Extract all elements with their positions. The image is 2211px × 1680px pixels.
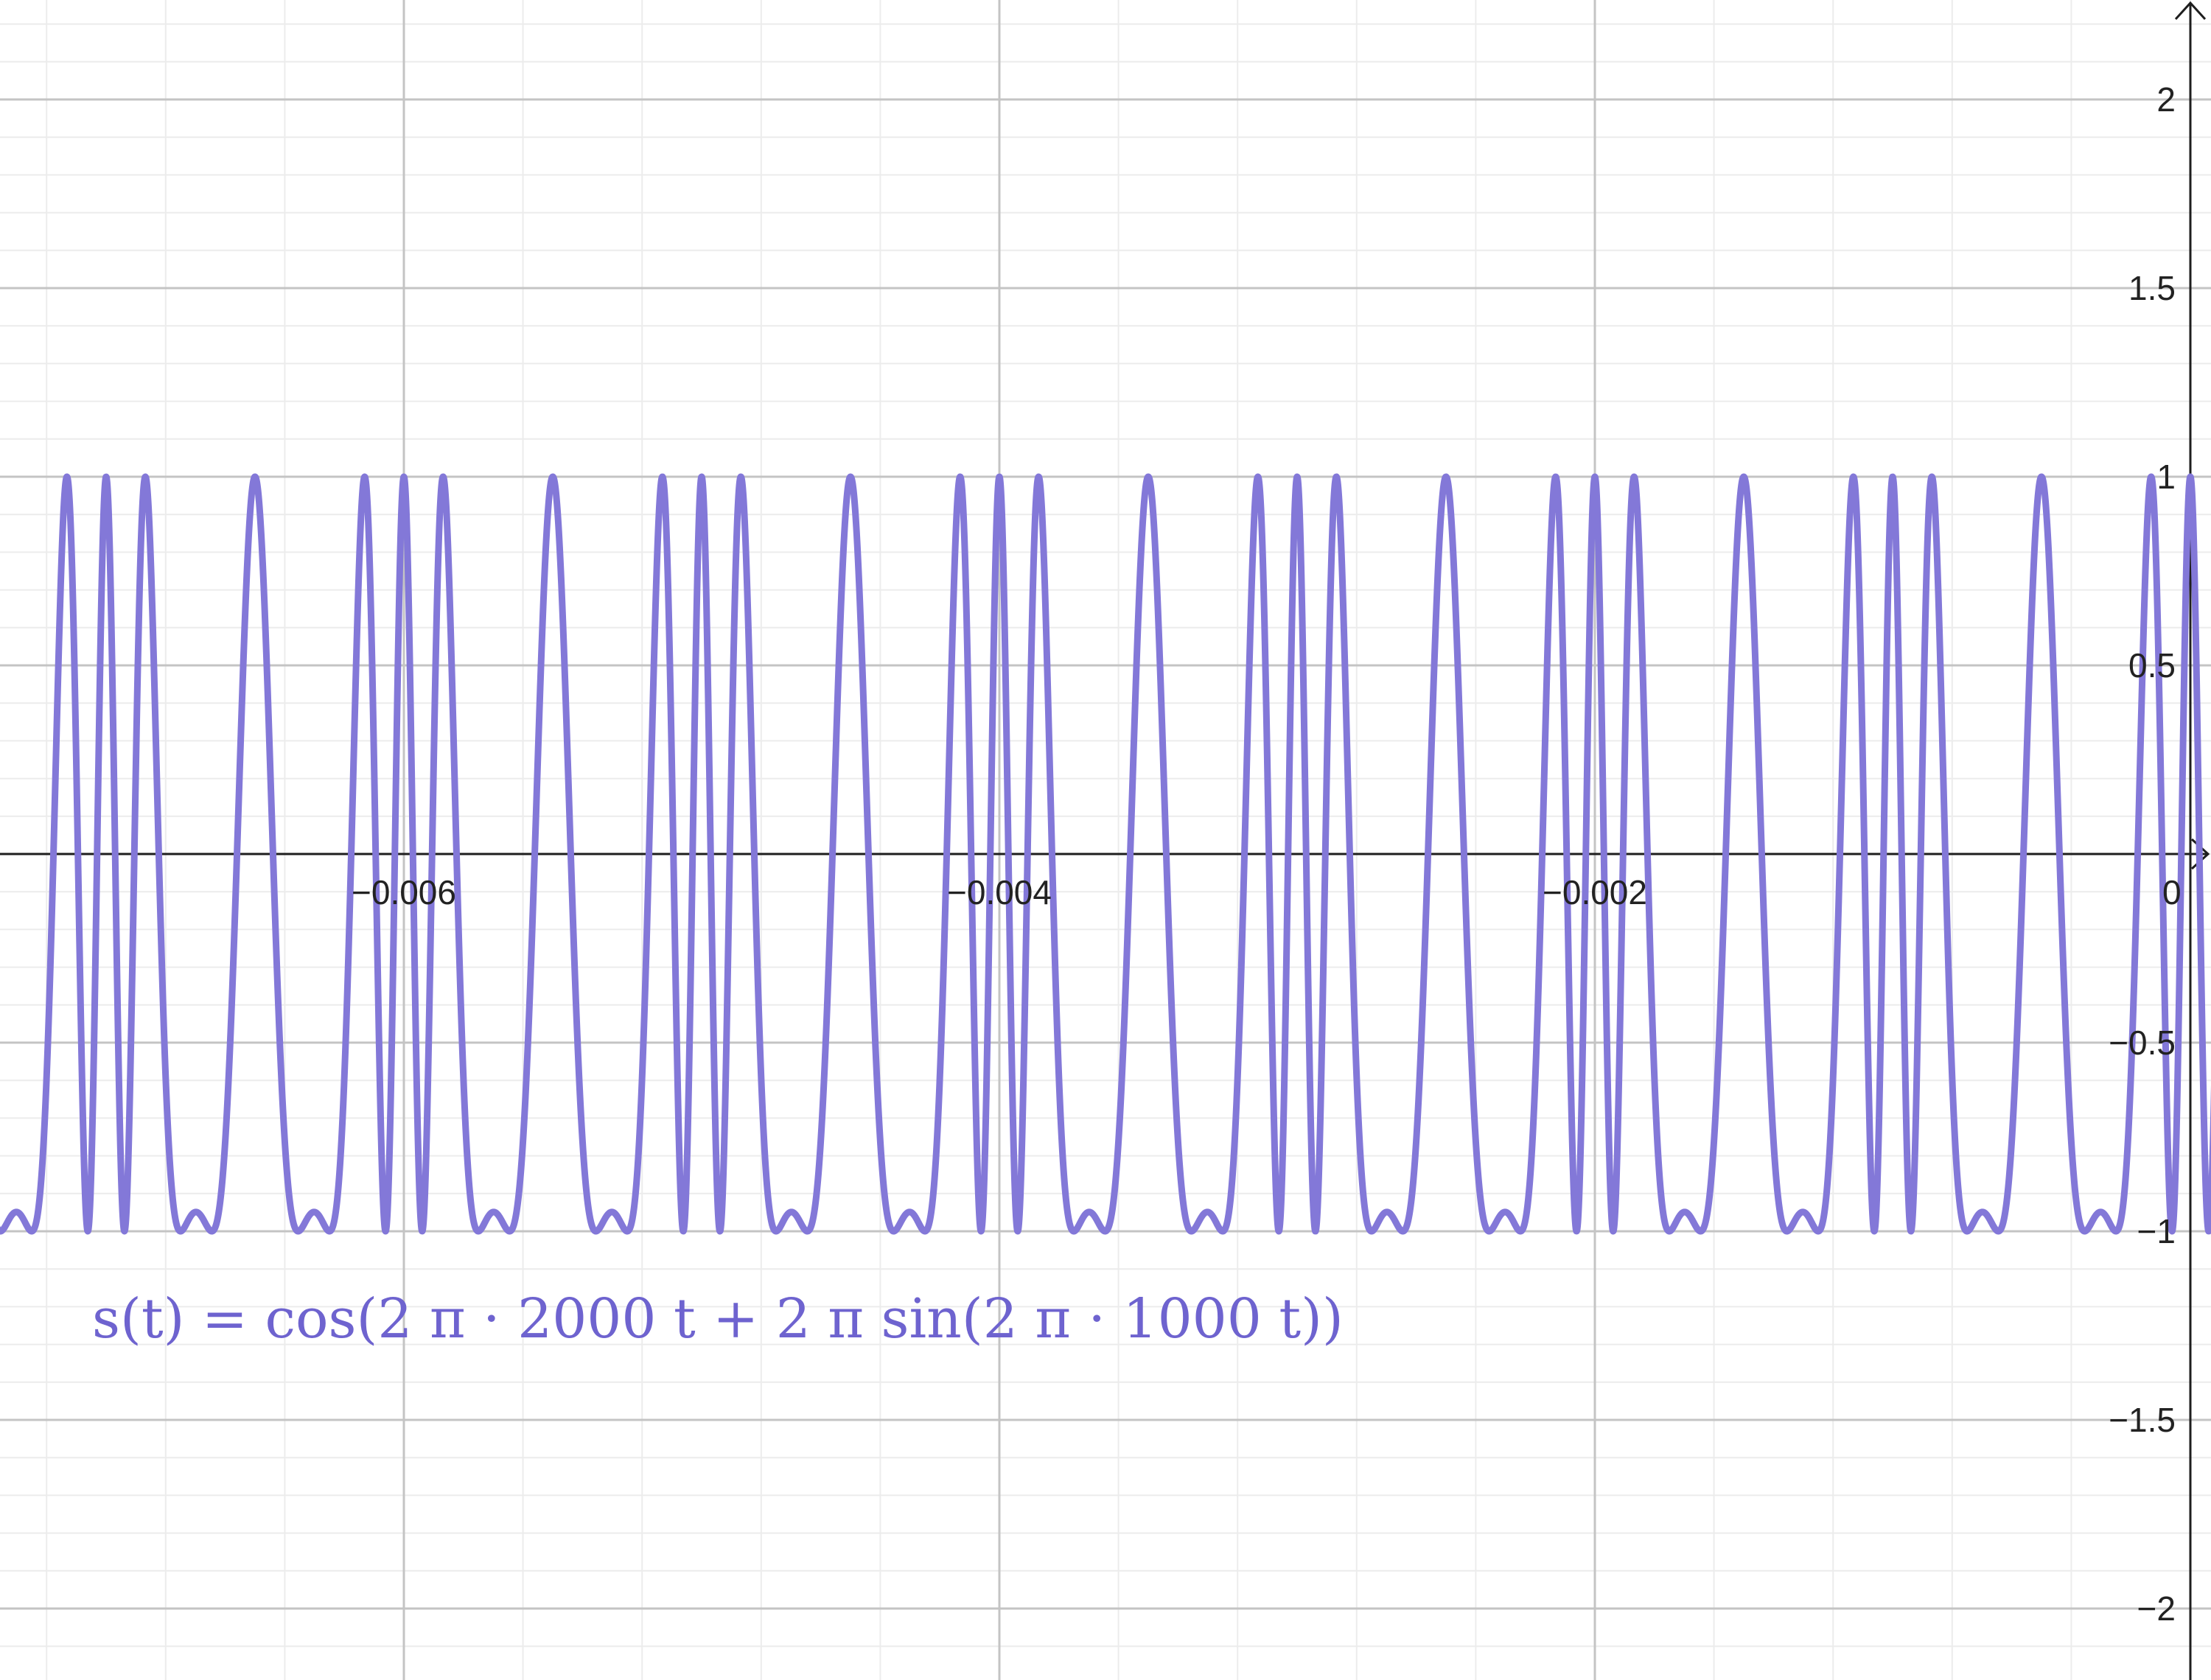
y-tick-label: 1 <box>2156 458 2176 496</box>
y-tick-label: −1.5 <box>2109 1401 2176 1439</box>
x-tick-label: −0.002 <box>1543 873 1647 911</box>
x-tick-label: −0.004 <box>947 873 1052 911</box>
y-tick-label: −2 <box>2137 1589 2176 1628</box>
y-tick-label: −1 <box>2137 1212 2176 1250</box>
x-tick-label: −0.006 <box>352 873 456 911</box>
y-tick-label: 1.5 <box>2128 269 2176 307</box>
y-tick-label: 2 <box>2156 80 2176 119</box>
y-tick-label: 0.5 <box>2128 646 2176 685</box>
x-tick-label: 0 <box>2162 873 2182 911</box>
y-tick-label: −0.5 <box>2109 1023 2176 1062</box>
axes <box>0 3 2208 1680</box>
function-formula-label: s(t) = cos(2 π · 2000 t + 2 π sin(2 π · … <box>92 1287 1344 1351</box>
